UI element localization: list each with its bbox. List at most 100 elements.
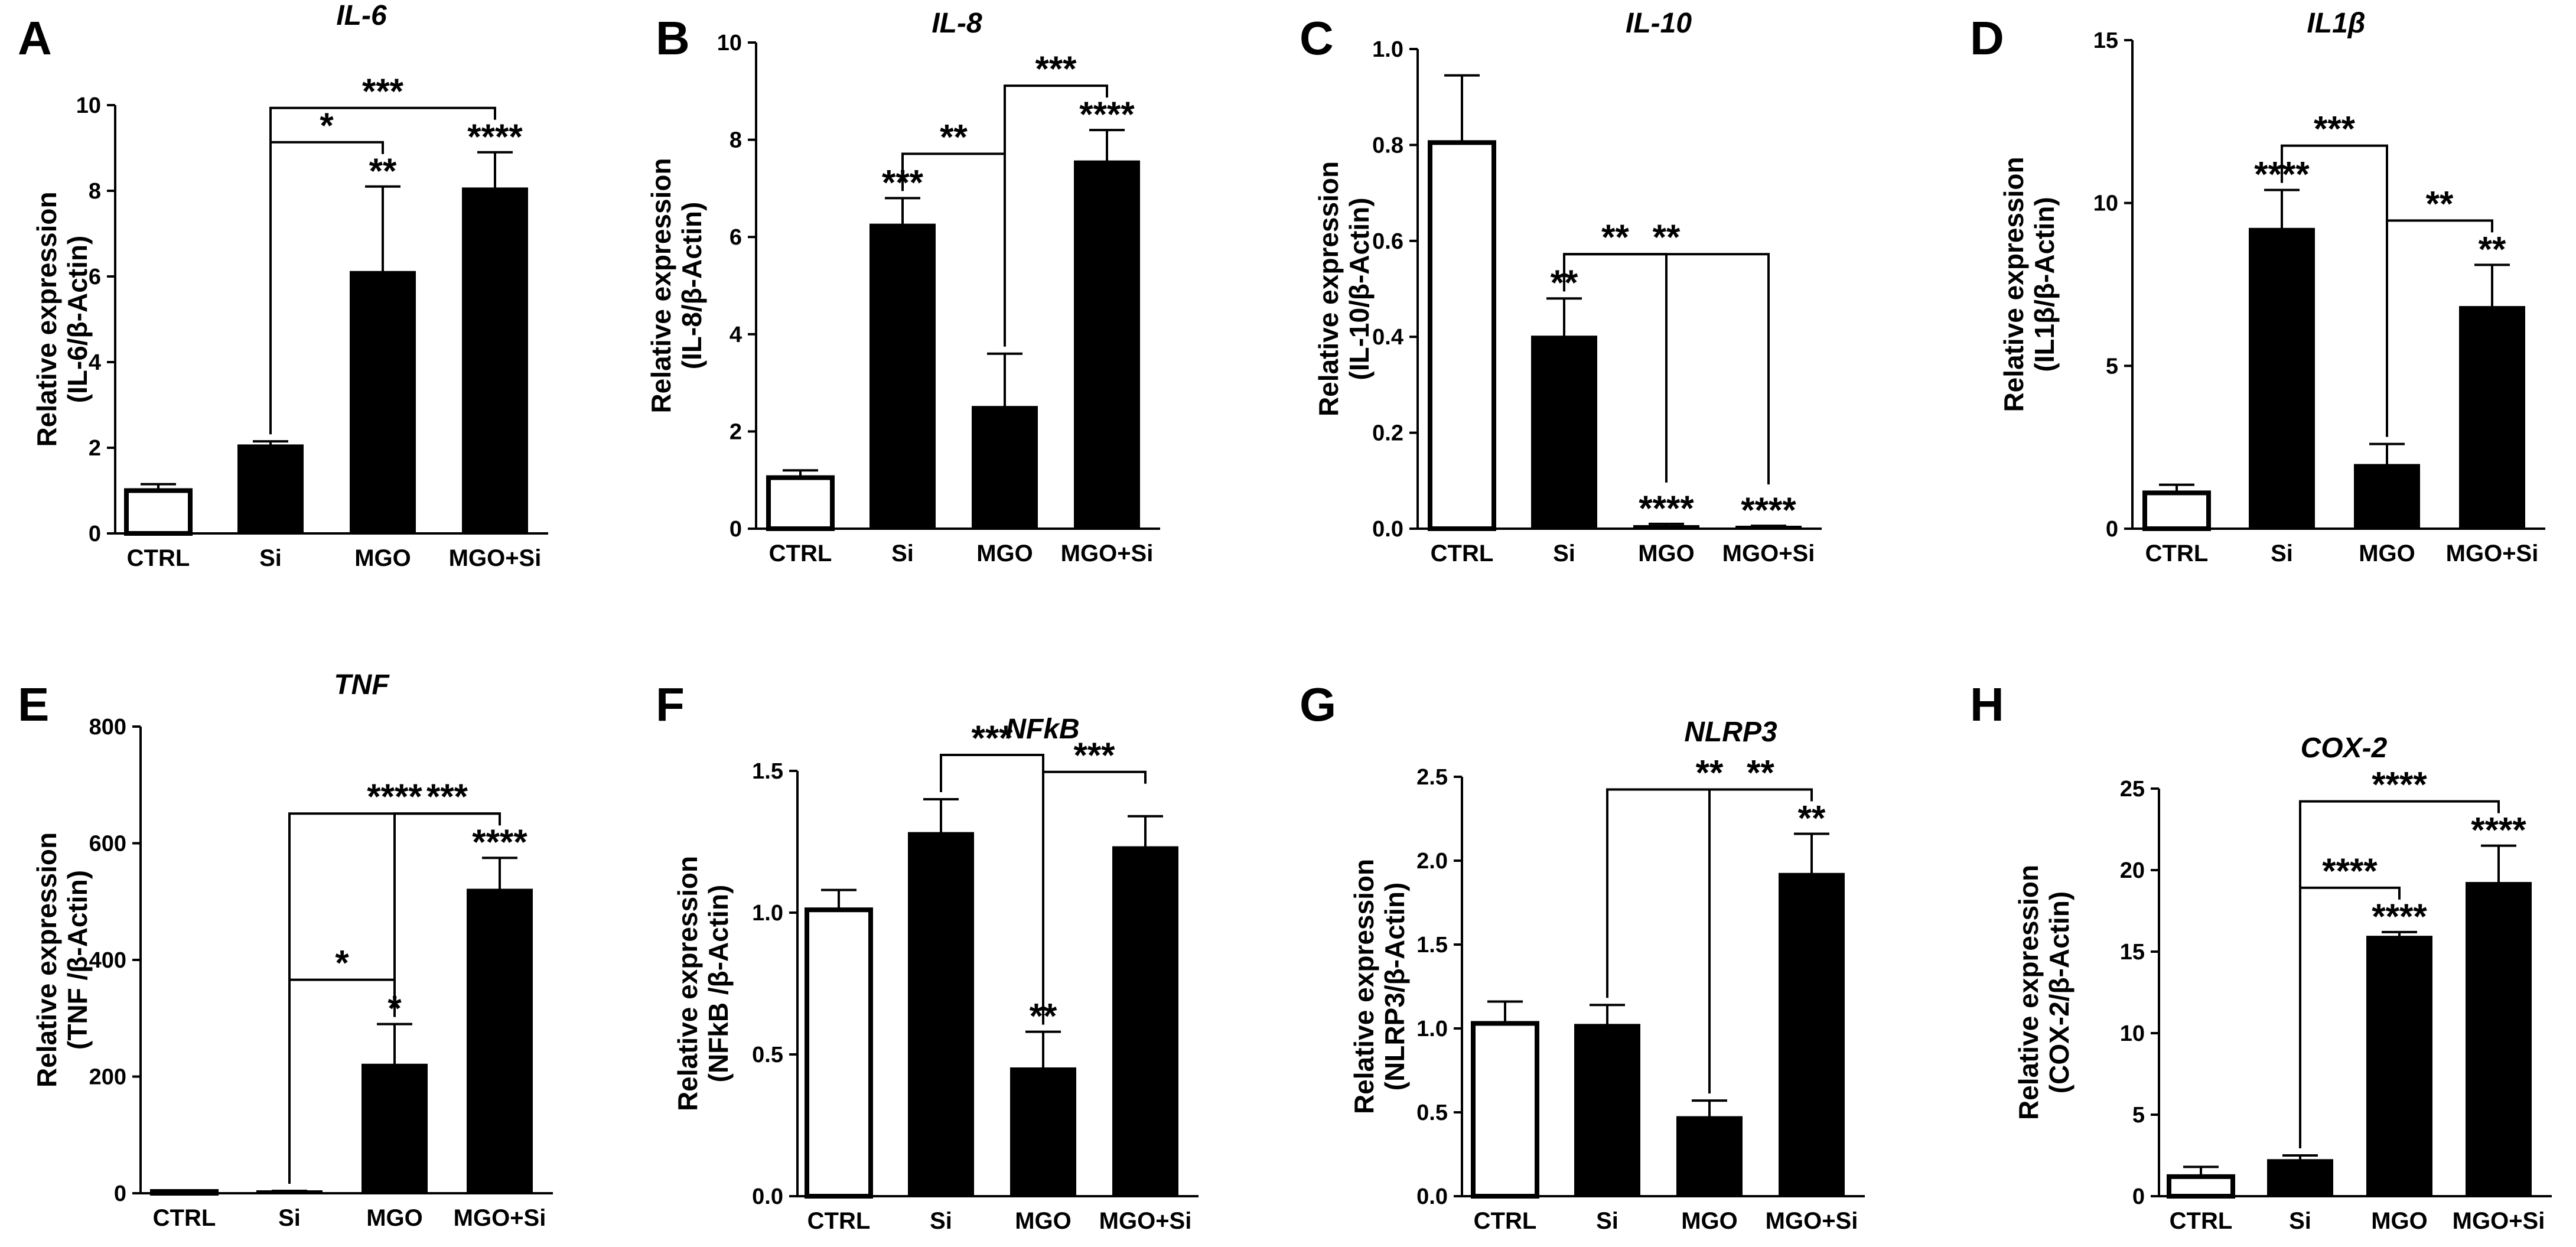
x-tick-label: Si	[1553, 541, 1575, 566]
bar-mgo-si	[467, 888, 533, 1194]
x-tick-label: Si	[259, 545, 282, 571]
x-tick-label: CTRL	[807, 1208, 871, 1234]
panel-d: D IL1β Relative expression (IL1β/β-Actin) 0 5…	[1970, 8, 2545, 566]
y-tick-label: 0	[89, 522, 101, 546]
y-tick-label: 1.5	[1416, 933, 1448, 958]
chart-title: COX-2	[2301, 732, 2388, 764]
bar-mgo	[1010, 1067, 1076, 1197]
y-tick-label: 0	[730, 517, 742, 542]
y-tick-label: 1.0	[1416, 1017, 1448, 1041]
bracket-stars: *	[335, 943, 349, 983]
y-tick-label: 0	[114, 1181, 126, 1206]
panel-a: A IL-6 Relative expression (IL-6/β-Actin) 0 2…	[18, 0, 548, 571]
y-tick-label: 2.5	[1416, 765, 1448, 790]
significance-stars: ****	[2471, 810, 2526, 850]
bar-ctrl	[2142, 490, 2211, 531]
panel-letter: C	[1300, 12, 1334, 64]
y-axis-label: Relative expression (NLRP3/β-Actin)	[1349, 859, 1410, 1114]
y-tick-label: 1.0	[1372, 37, 1403, 62]
y-tick-label: 10	[76, 93, 101, 118]
x-tick-label: MGO	[976, 541, 1033, 566]
chart-title: IL-8	[932, 8, 982, 39]
x-tick-label: Si	[891, 541, 914, 566]
y-axis-label: Relative expression (IL-6/β-Actin)	[31, 191, 93, 447]
y-axis-label: Relative expression (NFkB /β-Actin)	[672, 856, 734, 1111]
bar-si	[908, 832, 974, 1197]
x-tick-label: CTRL	[127, 545, 190, 571]
bracket-stars: ***	[971, 718, 1013, 758]
bar-si	[1574, 1024, 1640, 1197]
chart-title: TNF	[334, 669, 390, 701]
y-tick-label: 10	[2120, 1021, 2145, 1046]
bar-mgo	[2354, 464, 2420, 530]
y-tick-label: 15	[2093, 28, 2118, 53]
y-tick-label: 1.0	[752, 901, 783, 926]
x-tick-label: MGO+Si	[1722, 541, 1815, 566]
y-tick-label: 8	[89, 179, 101, 204]
bracket-stars: ****	[2322, 851, 2378, 891]
y-axis-label-line-1: Relative expression	[31, 191, 62, 447]
y-tick-label: 0.2	[1372, 421, 1403, 446]
x-tick-label: CTRL	[1474, 1208, 1537, 1234]
bar-si	[2249, 227, 2315, 530]
bar-ctrl	[1428, 140, 1496, 531]
x-tick-label: MGO+Si	[1766, 1208, 1858, 1234]
panel-g: G NLRP3 Relative expression (NLRP3/β-Actin)…	[1300, 678, 1865, 1234]
bar-mgo-si	[1779, 872, 1845, 1197]
bracket-stars: ****	[2372, 765, 2427, 805]
y-axis-label-line-2: (IL-10/β-Actin)	[1344, 197, 1375, 380]
bracket-stars: ***	[362, 71, 404, 111]
x-tick-label: MGO+Si	[2453, 1208, 2545, 1234]
comparison-bracket	[1004, 84, 1108, 347]
y-tick-label: 4	[730, 323, 742, 347]
x-tick-label: CTRL	[153, 1205, 216, 1231]
panel-letter: G	[1300, 678, 1336, 731]
bar-ctrl	[805, 907, 873, 1199]
bracket-stars: **	[1696, 753, 1724, 793]
bar-ctrl	[1471, 1021, 1539, 1199]
x-tick-label: Si	[2289, 1208, 2311, 1234]
bar-mgo	[350, 271, 416, 535]
chart-title: IL1β	[2307, 8, 2365, 39]
bracket-stars: ****	[367, 777, 422, 816]
y-tick-label: 0	[2132, 1184, 2145, 1209]
y-tick-label: 0.8	[1372, 133, 1403, 158]
y-axis-label: Relative expression (IL-10/β-Actin)	[1313, 161, 1375, 416]
x-tick-label: MGO	[354, 545, 411, 571]
y-tick-label: 20	[2120, 858, 2145, 883]
y-tick-label: 6	[89, 265, 101, 289]
x-tick-label: MGO+Si	[454, 1205, 546, 1231]
bracket-stars: **	[1747, 753, 1774, 793]
chart-title: IL-6	[336, 0, 387, 31]
significance-stars: ****	[472, 822, 527, 862]
y-tick-label: 0.5	[1416, 1101, 1448, 1125]
bar-mgo	[362, 1063, 428, 1194]
chart-title: NFkB	[1005, 714, 1079, 745]
panel-letter: B	[656, 12, 690, 64]
significance-stars: ****	[1639, 489, 1694, 528]
x-tick-label: MGO+Si	[2446, 541, 2539, 566]
y-tick-label: 5	[2106, 354, 2118, 379]
y-axis-label-line-2: (IL-6/β-Actin)	[62, 236, 93, 403]
y-axis-label-line-2: (NFkB /β-Actin)	[703, 885, 734, 1083]
significance-stars: ****	[1079, 95, 1135, 134]
y-tick-label: 6	[730, 225, 742, 250]
y-axis-label-line-1: Relative expression	[672, 856, 703, 1111]
y-axis-label-line-1: Relative expression	[1313, 161, 1344, 416]
bar-mgo	[972, 406, 1038, 530]
comparison-bracket	[269, 141, 384, 435]
bar-ctrl	[766, 475, 835, 532]
x-tick-label: MGO+Si	[449, 545, 542, 571]
y-tick-label: 800	[89, 715, 126, 740]
x-tick-label: MGO+Si	[1061, 541, 1154, 566]
y-tick-label: 0.0	[752, 1184, 783, 1209]
bar-si	[2267, 1159, 2333, 1198]
y-tick-label: 4	[89, 350, 101, 375]
bar-si	[1531, 336, 1597, 530]
x-tick-label: CTRL	[2145, 541, 2209, 566]
significance-stars: ****	[1741, 490, 1796, 530]
panel-letter: A	[18, 12, 52, 64]
y-tick-label: 1.5	[752, 759, 783, 784]
y-tick-label: 8	[730, 128, 742, 153]
